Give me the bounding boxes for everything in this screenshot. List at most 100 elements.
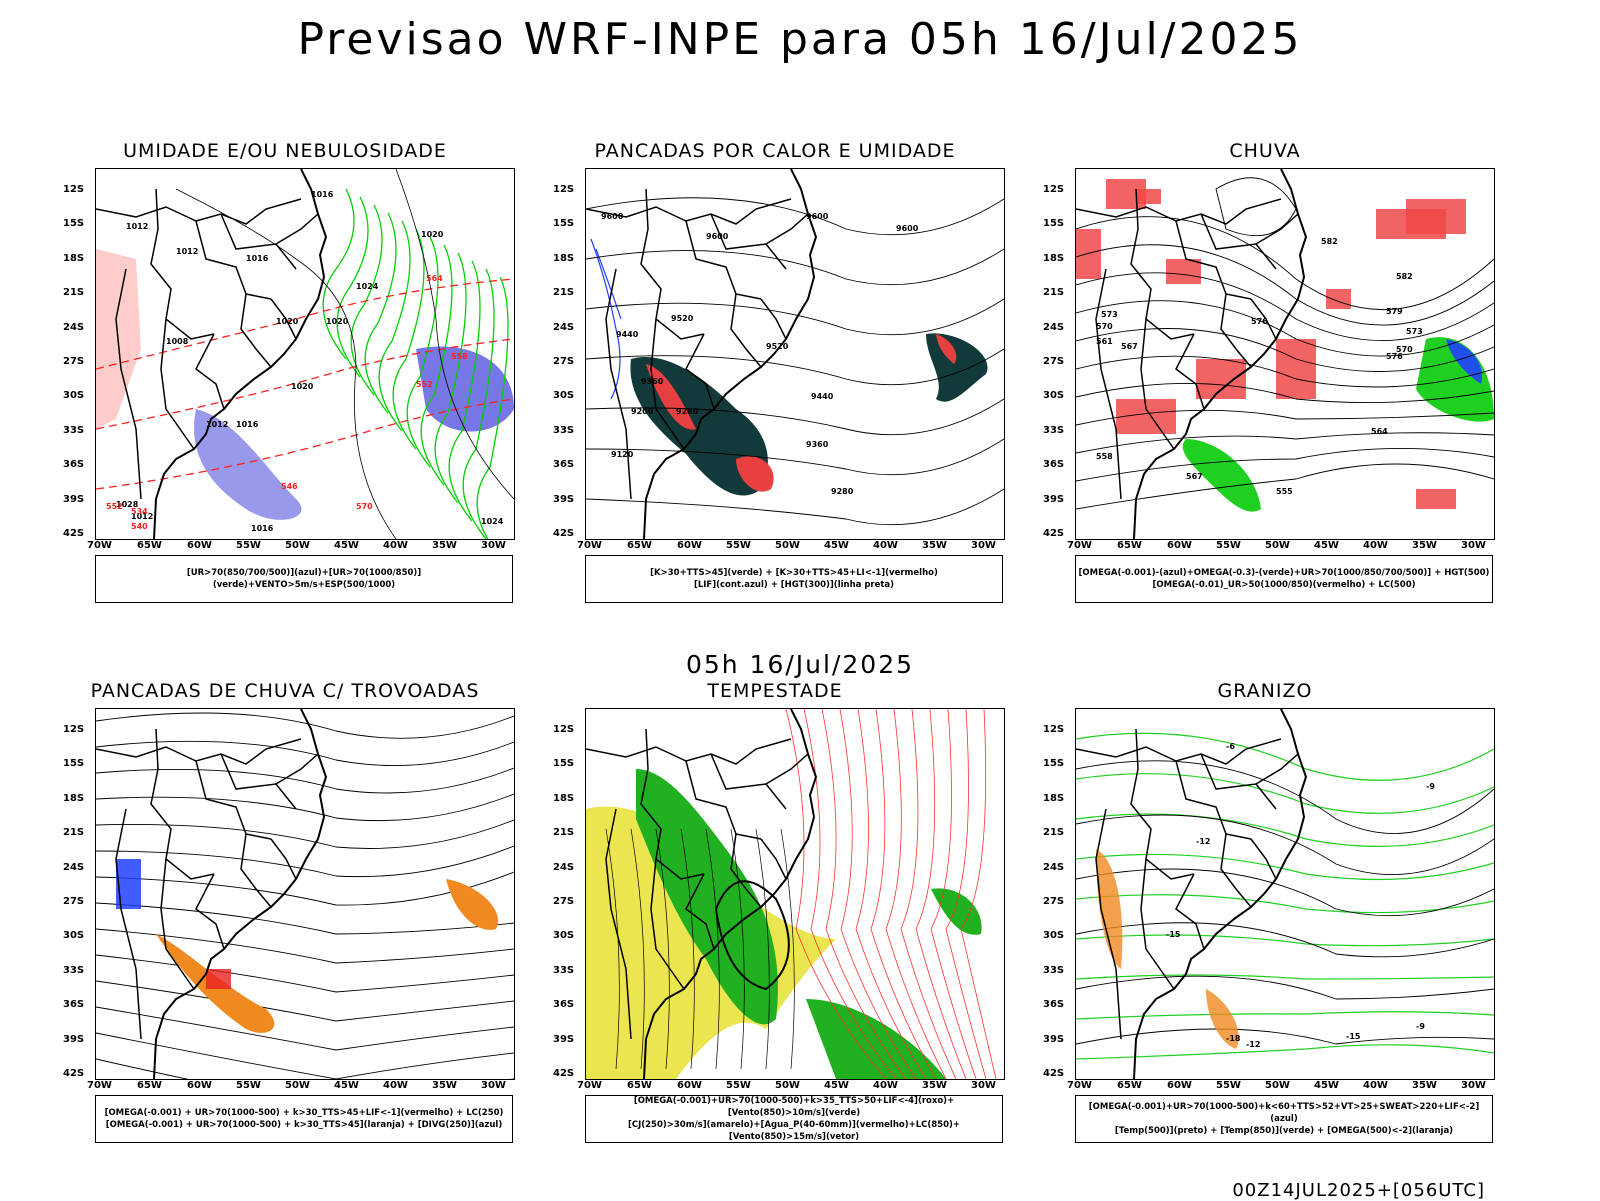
- longitude-tick-label: 40W: [873, 1080, 898, 1091]
- contour-label: 576: [1251, 317, 1268, 326]
- lifted-index-blue: [590, 238, 621, 400]
- panel-title: UMIDADE E/OU NEBULOSIDADE: [123, 140, 447, 162]
- country-border: [1220, 293, 1252, 368]
- streamline-250hpa: [96, 954, 514, 993]
- contour-label: 9200: [631, 407, 654, 416]
- map-canvas: 5825765825795735705765735675645675555705…: [1076, 169, 1494, 539]
- contour-label: 570: [1096, 322, 1113, 331]
- contour-label: 9280: [676, 407, 699, 416]
- longitude-tick-label: 70W: [87, 1080, 112, 1091]
- latitude-tick-label: 12S: [1043, 184, 1065, 195]
- latitude-tick-label: 33S: [553, 425, 575, 436]
- contour-label: 1020: [326, 317, 349, 326]
- contour-label: -15: [1166, 930, 1181, 939]
- hgt300-contour: [586, 348, 1004, 386]
- longitude-tick-label: 30W: [971, 1080, 996, 1091]
- hgt500-contour: [1076, 432, 1494, 454]
- country-border: [765, 213, 809, 245]
- contour-label: -9: [1416, 1022, 1425, 1031]
- longitude-tick-label: 60W: [187, 1080, 212, 1091]
- temp500-black: [1076, 814, 1494, 876]
- country-border: [195, 333, 225, 410]
- longitude-tick-label: 45W: [1314, 540, 1339, 551]
- hgt500-contour: [1076, 216, 1494, 311]
- contour-label: 1028: [116, 500, 139, 509]
- rain-red: [1276, 339, 1316, 399]
- latitude-tick-label: 33S: [63, 425, 85, 436]
- legend-box: [OMEGA(-0.001)+UR>70(1000-500)+k<60+TTS>…: [1075, 1095, 1493, 1143]
- latitude-tick-label: 15S: [1043, 218, 1065, 229]
- legend-line: [OMEGA(-0.001)-(azul)+OMEGA(-0.3)-(verde…: [1078, 568, 1490, 578]
- country-border: [1130, 728, 1195, 880]
- longitude-tick-label: 55W: [726, 1080, 751, 1091]
- country-border: [685, 873, 715, 950]
- thickness-contour-red: [96, 398, 514, 490]
- country-border: [710, 753, 787, 810]
- country-border: [1140, 318, 1175, 450]
- hgt300-contour: [586, 398, 1004, 436]
- panel-title: TEMPESTADE: [707, 680, 843, 702]
- streamline-250hpa: [96, 740, 514, 766]
- longitude-tick-label: 40W: [383, 540, 408, 551]
- map-canvas: -6 -9 -12 -15 -18 -15 -12 -9: [1076, 709, 1494, 1079]
- streamline-250hpa: [96, 845, 514, 878]
- streamline-250hpa: [96, 1006, 514, 1051]
- longitude-tick-label: 60W: [1167, 1080, 1192, 1091]
- map-panel: PANCADAS DE CHUVA C/ TROVOADAS 12S 15S 18S 2…: [55, 680, 545, 1160]
- longitude-tick-label: 55W: [236, 1080, 261, 1091]
- contour-label: -9: [1426, 782, 1435, 791]
- latitude-tick-label: 30S: [63, 930, 85, 941]
- omega500-orange: [1206, 989, 1239, 1049]
- legend-box: [K>30+TTS>45](verde) + [K>30+TTS>45+LI<-…: [585, 555, 1003, 603]
- longitude-tick-label: 40W: [873, 540, 898, 551]
- contour-label: -6: [1226, 742, 1235, 751]
- contour-label: 9600: [806, 212, 829, 221]
- country-border: [685, 760, 762, 840]
- latitude-tick-label: 15S: [63, 218, 85, 229]
- contour-label: 561: [1096, 337, 1113, 346]
- panel-title: GRANIZO: [1217, 680, 1313, 702]
- latitude-tick-label: 15S: [1043, 758, 1065, 769]
- latitude-tick-label: 27S: [553, 356, 575, 367]
- isobar-black: [395, 169, 514, 500]
- latitude-tick-label: 39S: [63, 1034, 85, 1045]
- streamline-850-red: [785, 709, 887, 1079]
- temp850-green: [1076, 894, 1494, 914]
- latitude-tick-label: 18S: [553, 253, 575, 264]
- contour-label: 570: [1396, 345, 1413, 354]
- rh-green-contour: [322, 188, 355, 360]
- instability-li-red: [936, 334, 957, 364]
- country-border: [1255, 213, 1299, 245]
- longitude-tick-label: 45W: [824, 1080, 849, 1091]
- latitude-tick-label: 15S: [553, 218, 575, 229]
- longitude-tick-label: 50W: [1265, 1080, 1290, 1091]
- streamline-850-red: [839, 709, 917, 1079]
- rh-green-contour: [406, 236, 439, 468]
- contour-label: 567: [1121, 342, 1138, 351]
- hgt500-contour: [1076, 383, 1494, 404]
- map-canvas: [586, 709, 997, 1079]
- latitude-tick-label: 42S: [553, 528, 575, 539]
- hgt500-contour: [1076, 328, 1494, 372]
- map-area: 1016 1012 1012 1016 1020 1020 1008 1020 1024 1020…: [95, 168, 515, 540]
- map-area: -6 -9 -12 -15 -18 -15 -12 -9: [1075, 708, 1495, 1080]
- contour-label: 567: [1186, 472, 1203, 481]
- legend-line: [OMEGA(-0.001) + UR>70(1000-500) + k>30_…: [105, 1120, 503, 1130]
- contour-label: 546: [281, 482, 298, 491]
- latitude-tick-label: 36S: [1043, 999, 1065, 1010]
- legend-line: [OMEGA(-0.001)+UR>70(1000-500)+k>35_TTS>…: [633, 1096, 955, 1118]
- country-border: [1250, 298, 1277, 340]
- latitude-tick-label: 42S: [553, 1068, 575, 1079]
- latitude-tick-label: 18S: [553, 793, 575, 804]
- lc850-contour: [714, 880, 790, 991]
- latitude-tick-label: 27S: [1043, 356, 1065, 367]
- streamline-250hpa: [96, 819, 514, 849]
- latitude-tick-label: 42S: [1043, 1068, 1065, 1079]
- streamline-850-red: [930, 709, 977, 1079]
- latitude-tick-label: 42S: [63, 528, 85, 539]
- latitude-tick-label: 21S: [63, 827, 85, 838]
- longitude-tick-label: 30W: [481, 540, 506, 551]
- contour-label: 1012: [176, 247, 198, 256]
- latitude-tick-label: 36S: [1043, 459, 1065, 470]
